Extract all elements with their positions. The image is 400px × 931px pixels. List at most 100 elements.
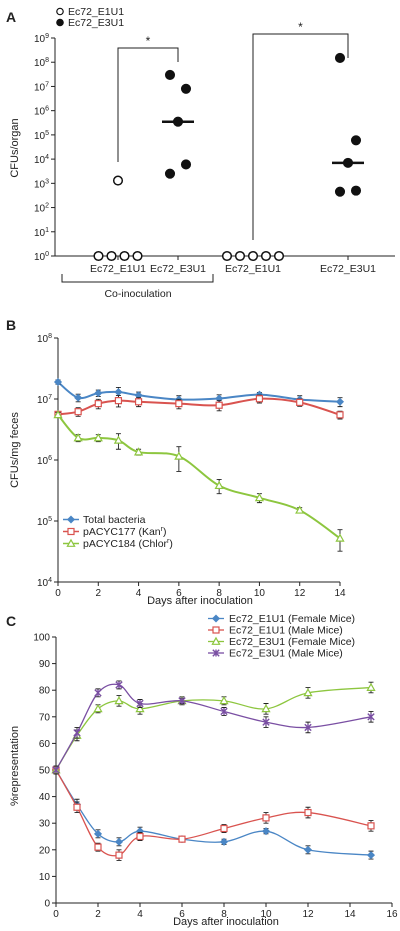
panel-a-y-tick-label-base: 10 [34, 34, 46, 45]
panel-b-legend-name: Total bacteria [83, 514, 146, 526]
panel-c-data-point [115, 681, 123, 689]
panel-a-coinoculation-bracket [61, 274, 214, 283]
panel-b-x-tick-label: 14 [334, 588, 346, 599]
panel-b-data-point [174, 451, 184, 460]
panel-c-legend-marker [212, 649, 220, 657]
panel-c-data-point [52, 766, 60, 774]
panel-a-y-tick-label-base: 10 [34, 155, 46, 166]
panel-a-data-point [334, 52, 346, 64]
panel-b-y-tick-label: 106 [37, 455, 52, 467]
panel-b-legend-close: ) [163, 526, 167, 538]
panel-a-y-tick-label-exp: 2 [45, 203, 49, 210]
panel-c-y-tick-label: 60 [39, 739, 51, 750]
panel-c-series-1 [52, 765, 375, 861]
panel-b-x-tick-label: 2 [96, 588, 102, 599]
panel-b-legend-marker [66, 538, 76, 547]
panel-b-data-point [74, 393, 83, 402]
panel-c-y-tick-label: 40 [39, 792, 51, 803]
panel-b-y-tick-label: 104 [37, 577, 52, 589]
panel-b-data-point [113, 435, 124, 444]
panel-c-series-line [55, 683, 372, 771]
panel-b-y-tick-label: 107 [37, 394, 52, 406]
panel-b-legend-superscript: r [167, 538, 170, 545]
panel-a-data-point [350, 135, 362, 146]
panel-a-coinoculation-label: Co-inoculation [104, 288, 171, 300]
panel-b-y-tick-label-base: 10 [37, 395, 49, 406]
panel-a-y-tick-label-base: 10 [34, 107, 46, 118]
panel-a-data-point [260, 250, 272, 262]
panel-a-data-point [106, 250, 117, 262]
panel-c-data-point [366, 851, 376, 860]
panel-a-category-labels: Ec72_E1U1 Ec72_E3U1 Ec72_E1U1 Ec72_E3U1 [90, 263, 376, 275]
panel-b-data-point [53, 377, 63, 387]
panel-b-y-tick-label-exp: 5 [48, 516, 52, 523]
panel-a-y-tick-label-exp: 8 [45, 57, 49, 64]
panel-b-x-tick-label: 4 [136, 588, 142, 599]
panel-c-data-point [93, 829, 103, 838]
panel-c-data-point [178, 835, 186, 843]
panel-c-data-point [261, 827, 271, 836]
panel-a-y-tick-label-base: 10 [34, 58, 46, 69]
panel-c-data-point [304, 808, 312, 817]
panel-c-data-point [178, 697, 186, 705]
panel-c-series-line [55, 686, 372, 771]
panel-c-legend-marker [211, 614, 221, 623]
panel-b-y-tick-label: 108 [37, 333, 52, 345]
panel-c-x-tick-label: 6 [179, 909, 185, 920]
panel-c-data-point [262, 814, 270, 822]
panel-a-chart: CFUs/organ 10010110210310410510610710810… [9, 6, 395, 300]
panel-c-data-point [136, 699, 144, 708]
panel-c-data-point [219, 696, 229, 705]
panel-b-y-tick-label-exp: 7 [48, 394, 52, 401]
panel-b-legend-label: Total bacteria [83, 514, 146, 526]
panel-b-legend-marker [67, 527, 75, 536]
panel-a-significance-star: * [298, 20, 303, 34]
panel-a-category-label: Ec72_E1U1 [225, 263, 281, 275]
panel-a-legend-label: Ec72_E3U1 [68, 17, 124, 29]
panel-b-chart: CFUs/mg feces Days after inoculation 104… [9, 333, 346, 607]
panel-a-significance-bracket [117, 47, 179, 162]
panel-b-series [53, 377, 345, 552]
panel-a-data-point [273, 250, 285, 262]
panel-b-x-tick-label: 6 [176, 588, 182, 599]
panel-c-y-axis-label: %representation [9, 726, 21, 806]
panel-b-data-point [335, 533, 345, 542]
panel-c-data-point [114, 837, 124, 846]
panel-c-data-point [219, 837, 229, 846]
panel-a-y-tick-label: 104 [34, 154, 49, 166]
panel-a-y-axis-label: CFUs/organ [9, 118, 21, 177]
panel-a-y-tick-label-base: 10 [34, 131, 46, 142]
panel-b-data-point [215, 401, 223, 409]
panel-b-data-point [94, 389, 103, 398]
panel-b-data-point [254, 492, 265, 502]
panel-a-data-point [350, 185, 362, 196]
panel-c-data-point [115, 851, 123, 859]
panel-b-data-point [296, 398, 304, 406]
panel-a-significance: ** [117, 20, 349, 240]
panel-c-chart: %representation Days after inoculation 0… [9, 613, 398, 928]
panel-c-y-tick-label: 100 [33, 633, 50, 644]
panel-c-y-tick-label: 10 [39, 872, 51, 883]
panel-c-x-tick-label: 8 [221, 909, 227, 920]
panel-c-data-point [220, 707, 228, 716]
panel-a-category-label: Ec72_E3U1 [150, 263, 206, 275]
panel-a-y-tick-label: 101 [34, 227, 49, 239]
panel-b-data-point [255, 395, 264, 403]
panel-b-legend-name: pACYC177 (Kan [83, 526, 161, 538]
panel-b-y-tick-label-base: 10 [37, 334, 49, 345]
panel-c-x-tick-label: 2 [95, 909, 101, 920]
panel-c-data-point [367, 713, 375, 721]
panel-c-x-tick-label: 10 [260, 909, 272, 920]
panel-b-y-tick-label-base: 10 [37, 517, 49, 528]
panel-c-legend-label: Ec72_E1U1 (Male Mice) [229, 625, 343, 637]
panel-c-legend: Ec72_E1U1 (Female Mice)Ec72_E1U1 (Male M… [208, 613, 355, 660]
panel-c-data-point [135, 703, 145, 713]
panel-b-data-point [133, 447, 144, 456]
panel-b-x-tick-label: 12 [294, 588, 306, 599]
panel-c-data-point [304, 723, 312, 732]
panel-a-data-point [180, 159, 192, 170]
panel-c-y-tick-label: 90 [39, 659, 51, 670]
